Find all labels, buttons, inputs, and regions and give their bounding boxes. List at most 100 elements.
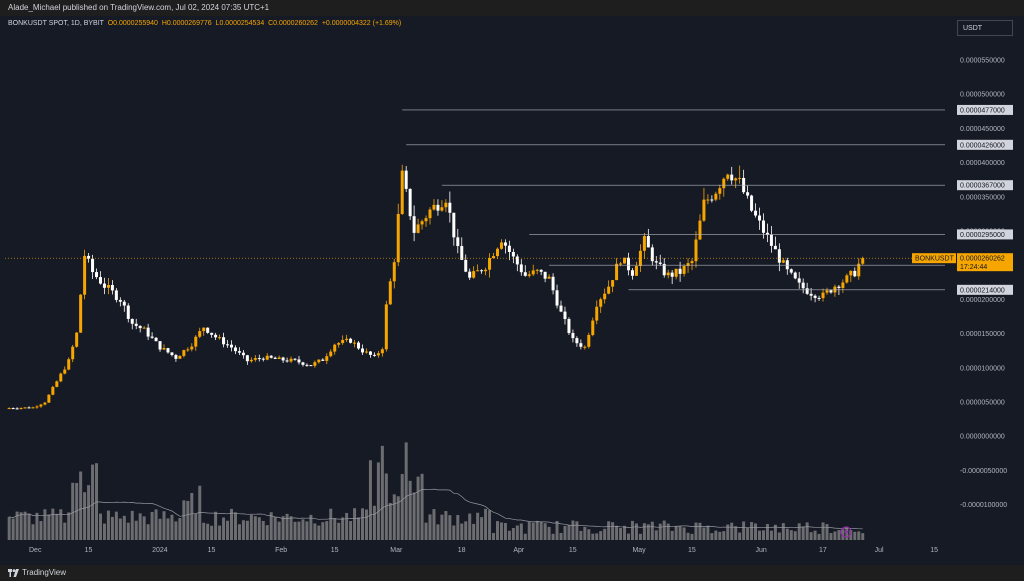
- candle-body: [849, 270, 853, 276]
- volume-bar: [642, 523, 646, 540]
- candle-body: [91, 258, 95, 273]
- close-value: C0.0000260262: [268, 20, 318, 27]
- candle-body: [821, 292, 825, 299]
- candle-body: [162, 348, 166, 350]
- candle-body: [210, 332, 214, 335]
- candle-body: [765, 232, 769, 235]
- volume-bar: [480, 517, 484, 540]
- volume-bar: [158, 518, 162, 540]
- volume-bar: [364, 509, 368, 540]
- volume-bar: [285, 513, 289, 540]
- volume-bar: [142, 516, 146, 540]
- candle-body: [194, 336, 198, 347]
- volume-bar: [43, 509, 47, 540]
- candle-body: [623, 257, 627, 264]
- candle-body: [416, 224, 420, 233]
- publish-header: Alade_Michael published on TradingView.c…: [0, 0, 1024, 16]
- candle-body: [261, 358, 265, 360]
- candle-body: [777, 249, 781, 263]
- candle-body: [734, 178, 738, 181]
- lightning-icon-glyph: [844, 528, 849, 536]
- volume-bar: [230, 508, 233, 540]
- current-price-label: 0.0000260262: [960, 256, 1005, 263]
- candle-body: [206, 327, 210, 333]
- candle-body: [634, 266, 638, 276]
- candle-body: [761, 220, 765, 233]
- candle-body: [456, 237, 460, 247]
- volume-bar: [289, 516, 293, 540]
- volume-bar: [821, 522, 825, 540]
- volume-bar: [146, 524, 150, 540]
- level-label: 0.0000214000: [960, 287, 1005, 294]
- volume-bar: [817, 533, 821, 540]
- volume-bar: [110, 516, 114, 540]
- candle-body: [158, 341, 162, 350]
- volume-bar: [190, 492, 194, 540]
- volume-bar: [59, 509, 63, 540]
- level-label-box: [957, 229, 1013, 240]
- candle-body: [722, 178, 726, 189]
- candle-body: [440, 207, 444, 211]
- volume-bar: [456, 515, 460, 540]
- x-tick-label: Jul: [875, 547, 884, 554]
- candle-body: [555, 290, 559, 306]
- currency-selector[interactable]: USDT: [957, 20, 1013, 36]
- candle-body: [630, 270, 634, 276]
- candle-body: [400, 170, 404, 214]
- candle-body: [507, 245, 511, 252]
- x-tick-label: 2024: [152, 547, 168, 554]
- candle-body: [198, 331, 202, 337]
- x-tick-label: 17: [819, 547, 827, 554]
- volume-bar: [317, 525, 321, 540]
- candle-body: [472, 271, 476, 278]
- candle-body: [424, 218, 428, 222]
- candle-body: [55, 381, 59, 387]
- candle-body: [138, 325, 142, 329]
- candle-body: [368, 351, 372, 355]
- y-tick-label: 0.0000500000: [960, 92, 1005, 99]
- candle-body: [619, 263, 623, 265]
- candle-body: [110, 285, 114, 291]
- candle-body: [559, 305, 563, 312]
- candle-body: [492, 256, 496, 259]
- volume-bar: [678, 526, 682, 540]
- volume-bar: [206, 523, 210, 540]
- candle-body: [202, 327, 206, 332]
- volume-bar: [277, 521, 281, 540]
- y-tick-label: 0.0000050000: [960, 400, 1005, 407]
- volume-bar: [210, 525, 214, 540]
- candle-body: [317, 359, 321, 363]
- volume-bar: [531, 522, 535, 540]
- y-tick-label: 0.0000150000: [960, 331, 1005, 338]
- x-tick-label: 15: [331, 547, 339, 554]
- lightning-icon: [840, 526, 852, 538]
- candle-body: [785, 260, 789, 270]
- volume-bar: [249, 514, 253, 540]
- volume-bar: [416, 476, 420, 540]
- candle-body: [226, 344, 230, 346]
- candle-body: [396, 213, 400, 263]
- volume-bar: [424, 522, 428, 540]
- volume-bar: [603, 528, 607, 540]
- low-value: L0.0000254534: [215, 20, 265, 27]
- candle-body: [519, 264, 523, 273]
- volume-bar: [170, 514, 174, 540]
- candle-body: [23, 407, 27, 409]
- level-label: 0.0000426000: [960, 142, 1005, 149]
- volume-bar: [337, 522, 341, 540]
- volume-bar: [686, 532, 690, 540]
- candle-body: [249, 359, 253, 362]
- candle-body: [95, 272, 99, 278]
- volume-bar: [63, 522, 67, 540]
- volume-bar: [404, 442, 408, 540]
- candle-body: [39, 404, 43, 407]
- candle-body: [102, 283, 106, 288]
- candle-body: [718, 188, 722, 194]
- candle-body: [134, 323, 138, 326]
- volume-bar: [55, 513, 59, 540]
- candle-body: [547, 276, 551, 279]
- volume-bar: [114, 511, 118, 540]
- volume-bar: [71, 482, 75, 540]
